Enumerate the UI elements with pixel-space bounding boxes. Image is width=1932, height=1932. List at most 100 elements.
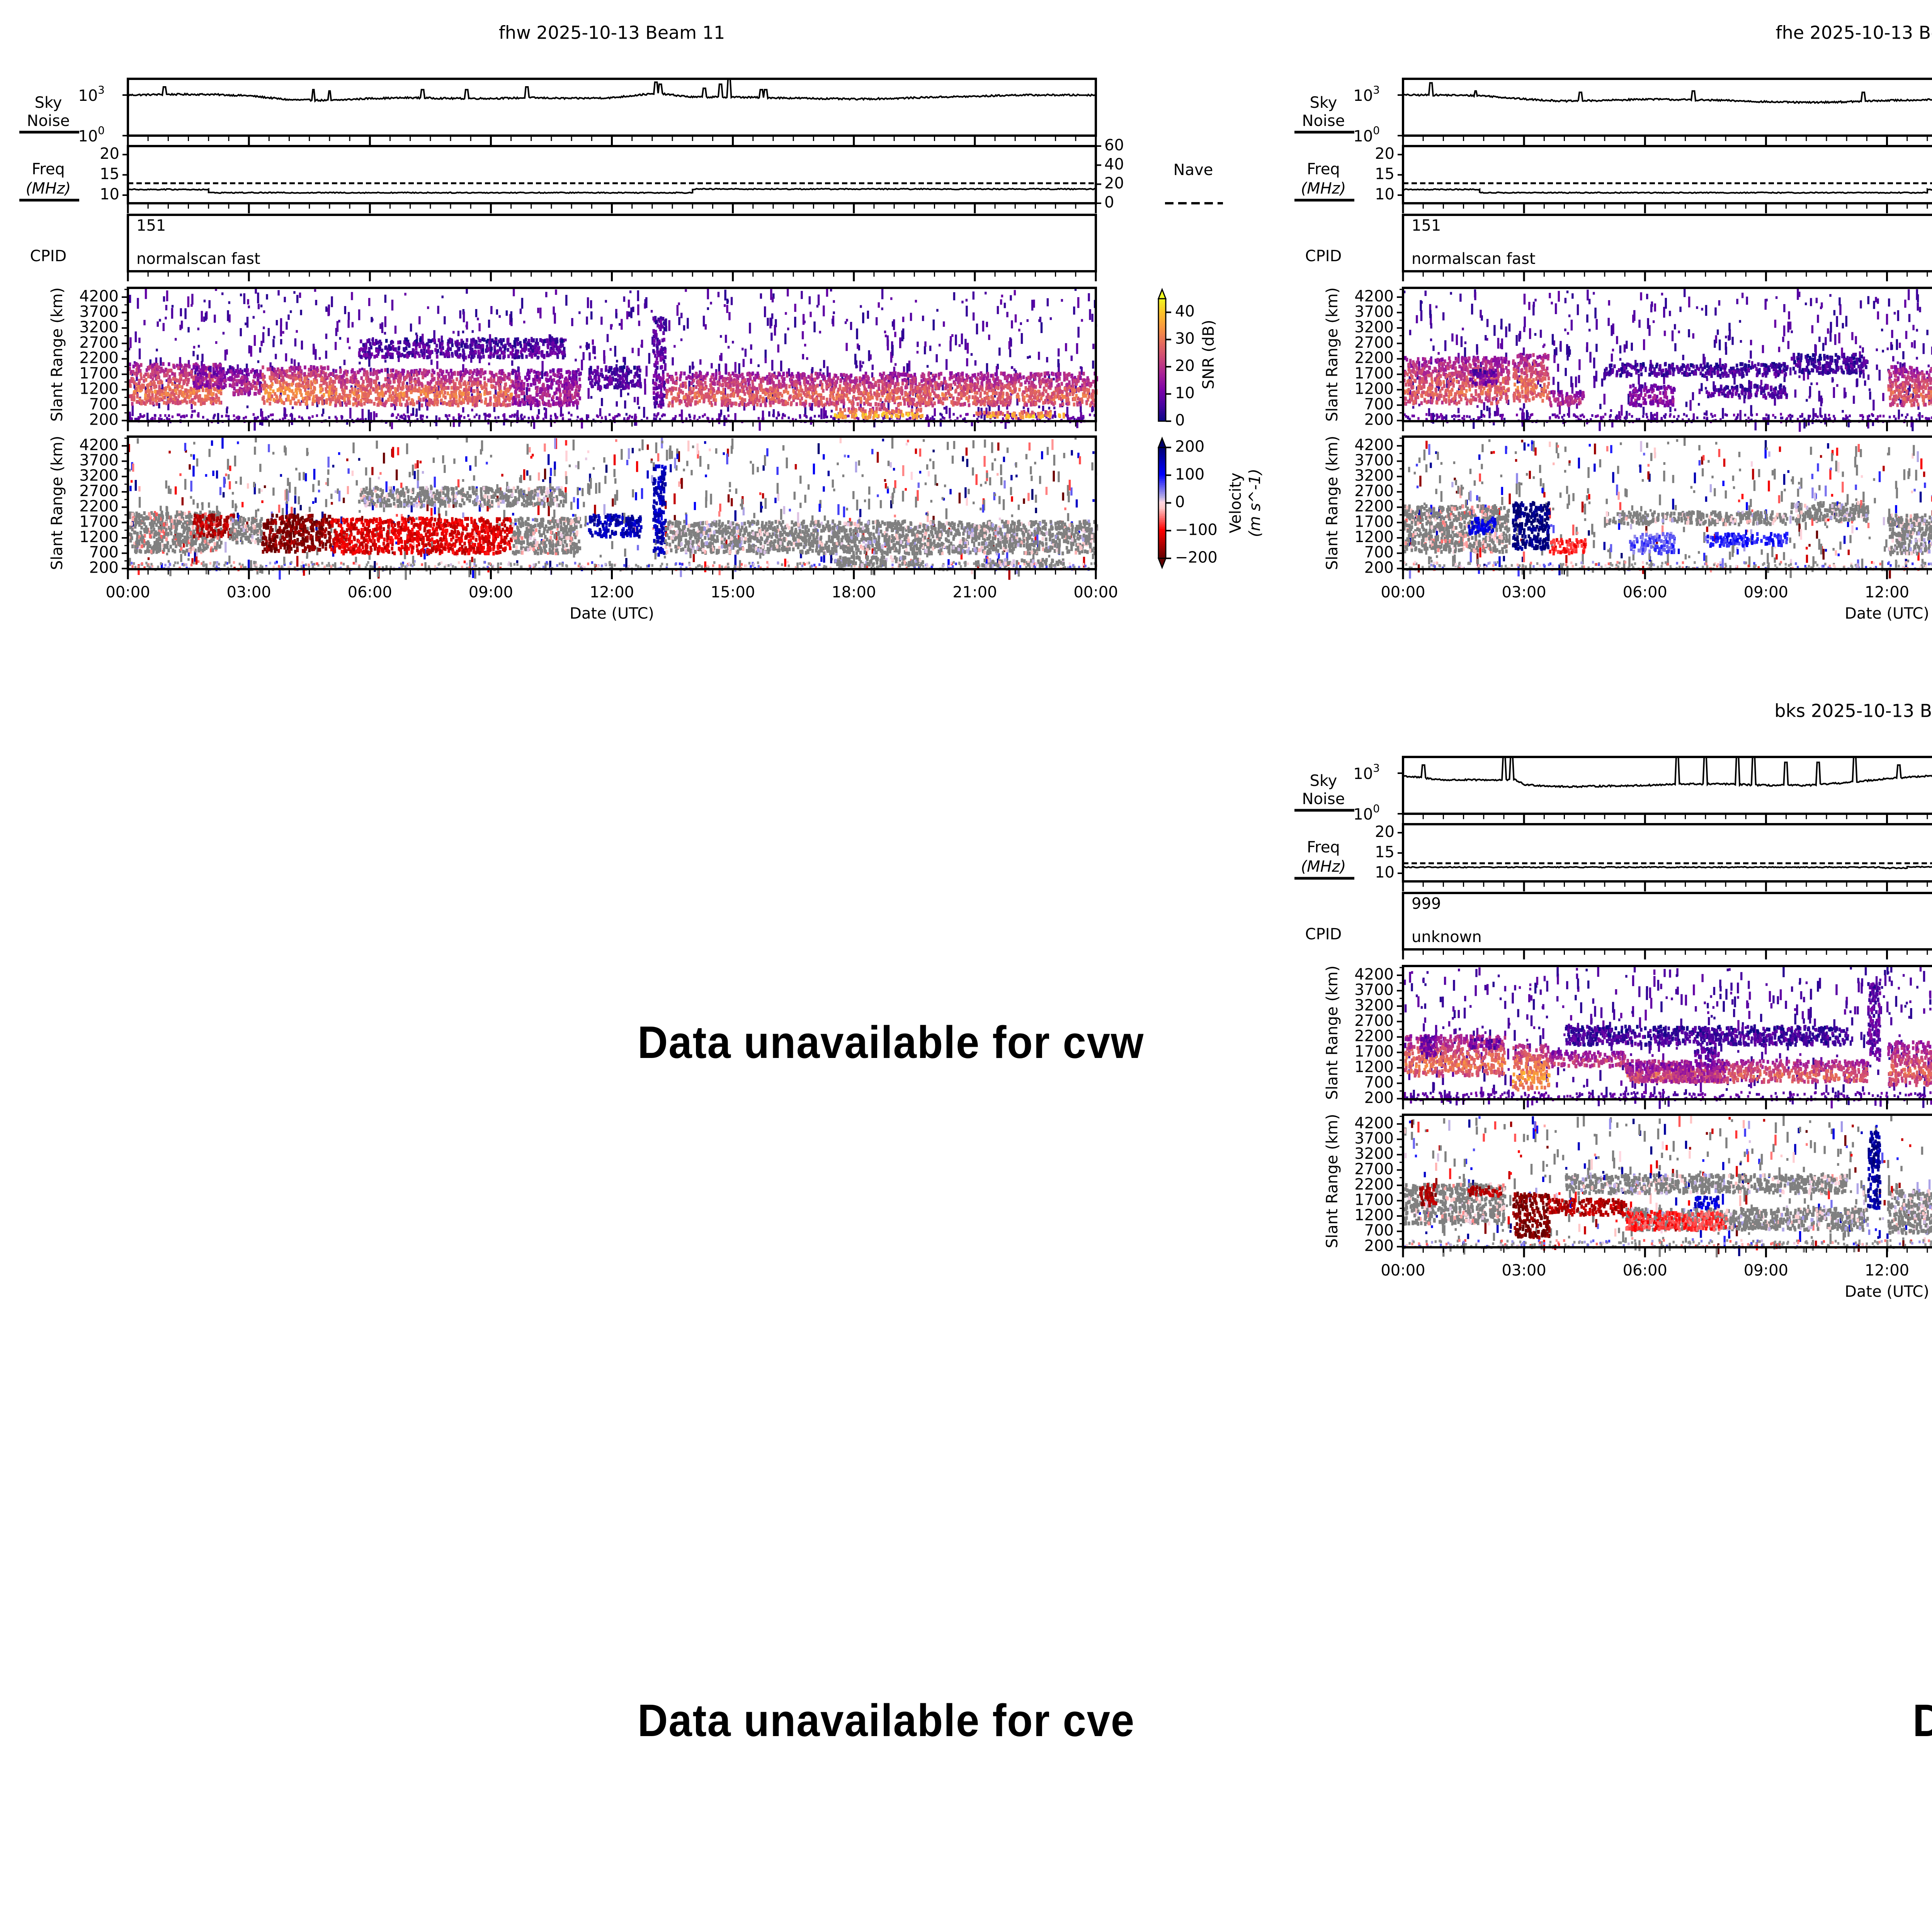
- echo-cell: [357, 370, 360, 374]
- echo-cell: [352, 403, 355, 406]
- echo-cell: [677, 305, 679, 316]
- echo-cell: [1041, 322, 1043, 333]
- echo-cell: [572, 403, 575, 406]
- echo-cell: [509, 403, 511, 407]
- echo-cell: [685, 417, 688, 420]
- echo-cell: [551, 338, 554, 342]
- echo-cell: [949, 340, 952, 351]
- echo-cell: [1067, 417, 1069, 420]
- echo-cell: [758, 417, 760, 420]
- echo-cell: [438, 417, 440, 420]
- echo-cell: [340, 384, 343, 388]
- echo-cell: [568, 402, 571, 406]
- echo-cell: [478, 323, 481, 331]
- echo-cell: [460, 415, 463, 417]
- echo-cell: [616, 371, 618, 375]
- echo-cell: [240, 294, 242, 296]
- echo-cell: [673, 345, 676, 348]
- echo-cell: [387, 398, 390, 401]
- echo-cell: [349, 379, 352, 383]
- echo-cell: [656, 346, 659, 350]
- echo-cell: [887, 340, 889, 350]
- echo-cell: [620, 389, 622, 397]
- echo-cell: [533, 370, 536, 374]
- echo-cell: [335, 416, 337, 418]
- echo-cell: [478, 417, 480, 420]
- echo-cell: [555, 289, 557, 295]
- echo-cell: [745, 349, 747, 357]
- echo-cell: [428, 388, 431, 392]
- echo-cell: [823, 360, 825, 368]
- echo-cell: [135, 383, 138, 386]
- echo-cell: [509, 393, 512, 397]
- echo-cell: [160, 357, 162, 363]
- echo-cell: [343, 371, 346, 375]
- echo-cell: [205, 313, 207, 321]
- echo-cell: [675, 415, 677, 418]
- echo-cell: [845, 321, 847, 324]
- echo-cell: [422, 372, 425, 376]
- echo-cell: [178, 413, 180, 416]
- echo-cell: [376, 376, 378, 380]
- echo-cell: [498, 386, 501, 390]
- echo-cell: [964, 339, 967, 350]
- echo-cell: [499, 346, 502, 350]
- echo-cell: [131, 379, 134, 383]
- echo-cell: [922, 316, 924, 321]
- echo-cell: [475, 340, 478, 344]
- echo-cell: [223, 374, 226, 378]
- echo-cell: [392, 368, 395, 372]
- echo-cell: [427, 350, 430, 354]
- echo-cell: [895, 363, 897, 366]
- echo-cell: [513, 288, 515, 296]
- echo-cell: [596, 415, 598, 417]
- echo-cell: [699, 359, 702, 365]
- echo-cell: [406, 374, 409, 378]
- echo-cell: [633, 366, 636, 369]
- echo-cell: [422, 398, 425, 402]
- echo-cell: [139, 398, 141, 401]
- echo-cell: [299, 402, 302, 406]
- echo-cell: [179, 375, 182, 379]
- echo-cell: [1073, 306, 1075, 315]
- echo-cell: [549, 369, 552, 373]
- echo-cell: [394, 373, 397, 377]
- echo-cell: [909, 417, 911, 420]
- echo-cell: [261, 411, 264, 417]
- echo-cell: [427, 306, 429, 309]
- echo-cell: [436, 402, 439, 406]
- echo-cell: [502, 355, 505, 359]
- echo-cell: [782, 414, 784, 417]
- echo-cell: [827, 366, 829, 377]
- cpid-number: 151: [136, 217, 166, 235]
- sky-noise-tick-label: 103: [78, 83, 105, 105]
- echo-cell: [232, 383, 235, 387]
- echo-cell: [707, 307, 709, 310]
- echo-cell: [872, 365, 874, 370]
- echo-cell: [622, 374, 625, 378]
- echo-cell: [265, 384, 268, 388]
- echo-cell: [944, 407, 946, 410]
- echo-cell: [558, 384, 561, 388]
- echo-cell: [555, 417, 557, 419]
- echo-cell: [823, 306, 825, 316]
- echo-cell: [1017, 417, 1020, 420]
- echo-cell: [943, 321, 945, 327]
- echo-cell: [170, 369, 173, 372]
- echo-cell: [406, 354, 408, 357]
- echo-cell: [351, 368, 354, 372]
- echo-cell: [172, 305, 174, 308]
- echo-cell: [511, 414, 514, 417]
- echo-cell: [534, 344, 537, 348]
- echo-cell: [566, 370, 568, 374]
- echo-cell: [194, 384, 197, 388]
- echo-cell: [287, 315, 290, 320]
- echo-cell: [440, 384, 442, 388]
- echo-cell: [360, 347, 363, 351]
- echo-cell: [422, 415, 424, 417]
- echo-cell: [1011, 366, 1014, 369]
- echo-cell: [485, 383, 488, 387]
- echo-cell: [942, 416, 944, 419]
- echo-cell: [226, 406, 229, 409]
- echo-cell: [139, 372, 142, 376]
